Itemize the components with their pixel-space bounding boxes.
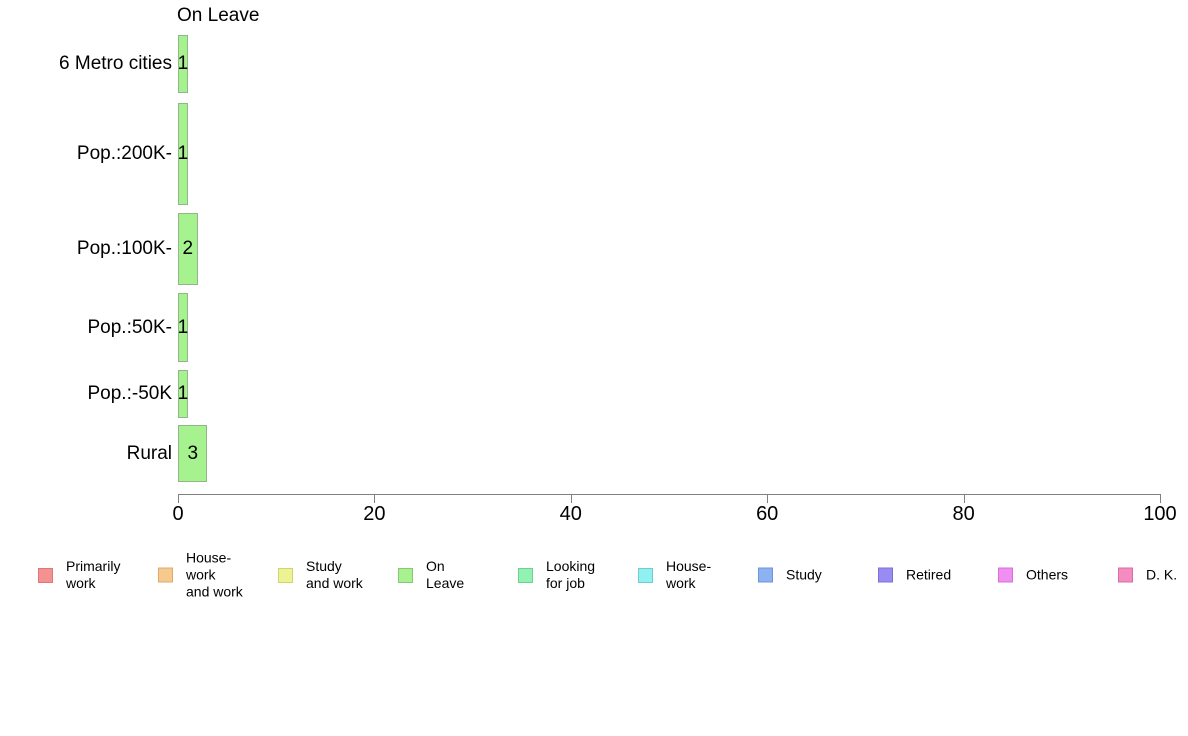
legend-swatch-icon xyxy=(998,567,1013,583)
x-tick-label: 20 xyxy=(363,503,386,525)
legend-swatch-icon xyxy=(278,567,293,583)
legend-swatch-icon xyxy=(158,567,173,583)
category-label: Pop.:200K- xyxy=(76,143,172,164)
category-label: Pop.:50K- xyxy=(87,316,173,338)
category-label: 6 Metro cities xyxy=(59,53,172,74)
legend-label: Looking for job xyxy=(546,558,596,591)
legend-swatch-icon xyxy=(758,567,773,583)
legend-item-house-work: House- work xyxy=(638,558,711,592)
legend-label: House- work xyxy=(666,558,712,591)
legend-label: D. K. xyxy=(1146,566,1178,583)
bar-pop-50k-: 1 xyxy=(178,293,188,362)
bar-value-label: 1 xyxy=(177,53,189,74)
bar-rural: 3 xyxy=(178,425,208,482)
legend-label: Study and work xyxy=(306,558,363,591)
legend-item-d-k-: D. K. xyxy=(1118,567,1177,584)
bar-value-label: 2 xyxy=(182,238,194,259)
x-tick-mark xyxy=(1160,494,1161,503)
legend-label: Study xyxy=(786,566,822,583)
x-tick-mark xyxy=(178,494,179,503)
bar-value-label: 1 xyxy=(177,143,189,164)
chart-title: On Leave xyxy=(177,5,260,26)
x-tick-mark xyxy=(374,494,376,503)
x-tick-label: 60 xyxy=(756,503,779,525)
legend-swatch-icon xyxy=(398,567,413,583)
legend-label: On Leave xyxy=(426,558,465,591)
x-tick-label: 40 xyxy=(559,503,582,525)
legend-label: Others xyxy=(1026,566,1069,583)
category-label: Pop.:100K- xyxy=(76,238,172,259)
legend-swatch-icon xyxy=(518,567,533,583)
legend-swatch-icon xyxy=(38,567,53,583)
legend-item-primarily-work: Primarily work xyxy=(38,558,120,592)
legend-item-retired: Retired xyxy=(878,567,951,584)
category-label: Rural xyxy=(126,442,172,464)
bar-value-label: 3 xyxy=(187,442,199,464)
x-tick-mark xyxy=(570,494,572,503)
legend-item-looking-for-job: Looking for job xyxy=(518,558,595,592)
category-label: Pop.:-50K xyxy=(87,383,173,404)
legend-swatch-icon xyxy=(638,567,653,583)
bar-pop-200k-: 1 xyxy=(178,103,188,205)
x-tick-mark xyxy=(963,494,965,503)
legend-swatch-icon xyxy=(878,567,893,583)
bar-value-label: 1 xyxy=(177,383,189,404)
legend-item-house-work-and-work: House- work and work xyxy=(158,550,243,601)
legend-item-others: Others xyxy=(998,567,1068,584)
legend-label: Primarily work xyxy=(66,558,121,591)
bar-pop-100k-: 2 xyxy=(178,213,198,285)
legend-label: House- work and work xyxy=(186,549,243,600)
x-tick-label: 80 xyxy=(952,503,975,525)
x-tick-mark xyxy=(767,494,769,503)
bar-6-metro-cities: 1 xyxy=(178,35,188,93)
legend-swatch-icon xyxy=(1118,567,1133,583)
bar-value-label: 1 xyxy=(177,316,189,338)
x-axis-line xyxy=(178,494,1161,495)
legend-item-on-leave: On Leave xyxy=(398,558,464,592)
bar-pop-50k: 1 xyxy=(178,370,188,418)
legend-label: Retired xyxy=(906,566,952,583)
legend-item-study-and-work: Study and work xyxy=(278,558,363,592)
legend-item-study: Study xyxy=(758,567,822,584)
x-tick-label: 0 xyxy=(172,503,184,525)
x-tick-label: 100 xyxy=(1143,503,1177,525)
